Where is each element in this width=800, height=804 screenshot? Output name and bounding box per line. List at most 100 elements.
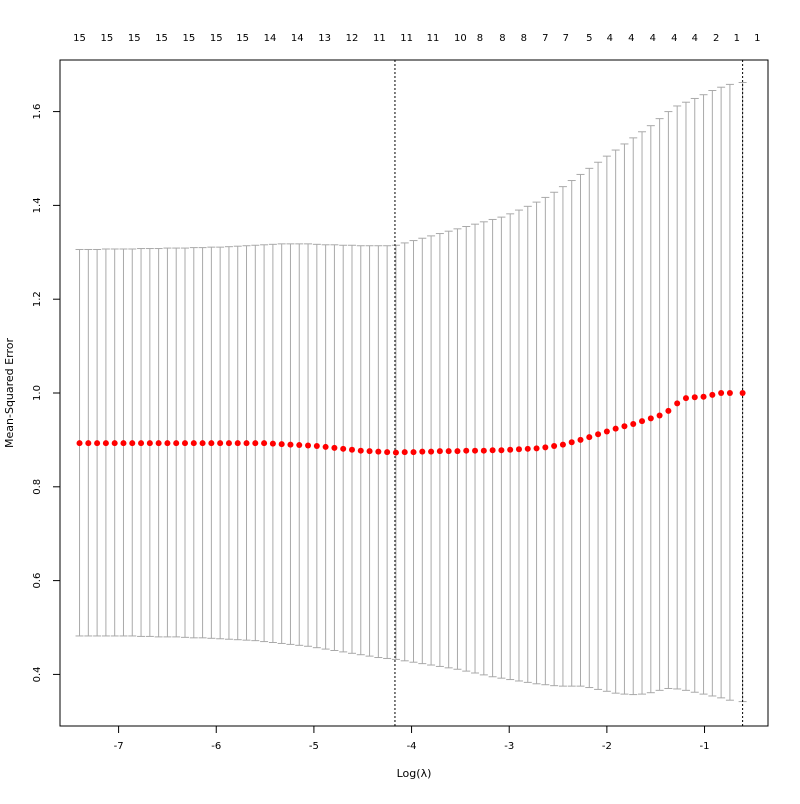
data-point	[322, 443, 329, 450]
top-count-label: 5	[586, 33, 592, 44]
data-point	[102, 440, 109, 447]
data-point	[190, 440, 197, 447]
y-tick-label: 0.6	[32, 573, 43, 589]
top-count-label: 15	[101, 33, 114, 44]
top-count-label: 15	[210, 33, 223, 44]
data-point	[586, 434, 593, 441]
x-tick-label: -7	[114, 741, 124, 752]
top-count-label: 11	[427, 33, 440, 44]
errorbars-layer	[75, 82, 747, 703]
top-count-label: 15	[155, 33, 168, 44]
data-point	[515, 446, 522, 453]
data-point	[340, 445, 347, 452]
errorbar	[514, 209, 523, 682]
data-point	[533, 445, 540, 452]
top-count-label: 15	[236, 33, 249, 44]
data-point	[252, 440, 259, 447]
data-point	[120, 440, 127, 447]
data-point	[595, 431, 602, 438]
data-point	[568, 439, 575, 446]
errorbar	[532, 201, 541, 685]
data-point	[480, 447, 487, 454]
errorbar	[594, 161, 603, 690]
data-point	[498, 447, 505, 454]
data-point	[559, 441, 566, 448]
top-count-label: 8	[499, 33, 505, 44]
y-tick-label: 1.0	[32, 385, 43, 401]
data-point	[445, 448, 452, 455]
data-point	[348, 446, 355, 453]
errorbar	[629, 137, 638, 696]
data-point	[621, 423, 628, 430]
top-count-label: 14	[264, 33, 277, 44]
data-point	[331, 444, 338, 451]
data-point	[472, 447, 479, 454]
x-tick-label: -1	[700, 741, 710, 752]
top-count-label: 15	[183, 33, 196, 44]
data-point	[665, 407, 672, 414]
data-point	[146, 440, 153, 447]
data-point	[507, 446, 514, 453]
errorbar	[506, 213, 515, 681]
top-count-label: 11	[373, 33, 386, 44]
errorbar	[576, 173, 585, 687]
top-count-label: 14	[291, 33, 304, 44]
data-point	[76, 440, 83, 447]
data-point	[357, 447, 364, 454]
data-point	[129, 440, 136, 447]
data-point	[410, 449, 417, 456]
data-point	[199, 440, 206, 447]
x-axis: -7 -6 -5 -4 -3 -2 -1	[114, 725, 710, 752]
y-axis: 0.4 0.6 0.8 1.0 1.2 1.4 1.6	[32, 104, 61, 682]
errorbar	[523, 205, 532, 683]
y-tick-label: 1.4	[32, 197, 43, 213]
data-point	[463, 447, 470, 454]
x-tick-label: -2	[602, 741, 612, 752]
data-point	[739, 390, 746, 396]
top-count-label: 4	[650, 33, 656, 44]
data-point	[656, 412, 663, 419]
y-tick-label: 0.8	[32, 479, 43, 495]
errorbar	[602, 155, 611, 692]
top-count-label: 7	[563, 33, 569, 44]
data-point	[726, 390, 733, 396]
top-count-label: 15	[73, 33, 86, 44]
errorbar	[558, 186, 567, 687]
data-point	[401, 449, 408, 456]
top-count-label: 8	[477, 33, 483, 44]
data-point	[419, 448, 426, 455]
y-tick-label: 1.2	[32, 291, 43, 307]
y-tick-label: 0.4	[32, 666, 43, 682]
data-point	[85, 440, 92, 447]
data-point	[392, 449, 399, 456]
top-count-label: 2	[713, 33, 719, 44]
top-count-label: 4	[628, 33, 634, 44]
data-point	[577, 436, 584, 443]
data-point	[138, 440, 145, 447]
data-point	[524, 445, 531, 452]
top-count-label: 13	[318, 33, 331, 44]
top-count-label: 4	[692, 33, 698, 44]
data-point	[208, 440, 215, 447]
x-tick-label: -5	[309, 741, 319, 752]
top-count-label: 12	[346, 33, 359, 44]
errorbar	[541, 196, 550, 686]
data-point	[384, 449, 391, 456]
top-count-label: 10	[454, 33, 467, 44]
data-point	[111, 440, 118, 447]
data-point	[155, 440, 162, 447]
data-point	[243, 440, 250, 447]
top-count-label: 4	[671, 33, 677, 44]
data-point	[164, 440, 171, 447]
errorbar	[585, 167, 594, 689]
data-point	[691, 394, 698, 401]
errorbar	[646, 125, 655, 694]
top-count-label: 7	[542, 33, 548, 44]
x-tick-label: -6	[211, 741, 221, 752]
vlines-layer	[394, 60, 744, 726]
errorbar	[673, 105, 682, 690]
data-point	[278, 441, 285, 448]
top-count-label: 8	[521, 33, 527, 44]
